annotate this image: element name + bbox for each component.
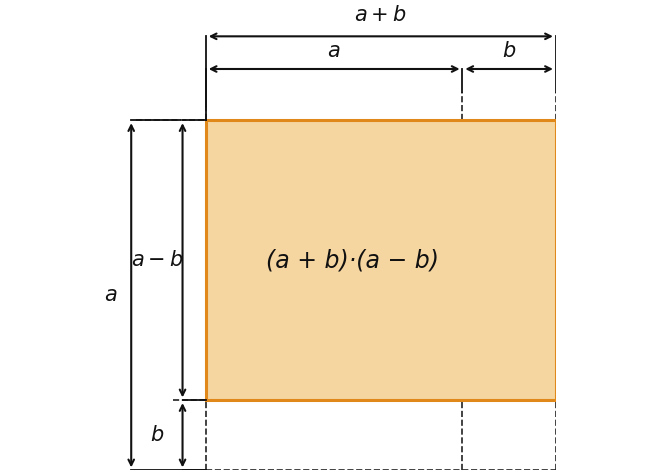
Bar — [206, 120, 556, 400]
Text: $a$: $a$ — [103, 285, 117, 305]
Text: $a - b$: $a - b$ — [130, 250, 183, 270]
Text: (a + b)·(a − b): (a + b)·(a − b) — [266, 248, 439, 272]
Text: $b$: $b$ — [502, 41, 516, 61]
Text: $a + b$: $a + b$ — [355, 5, 407, 26]
Text: $a$: $a$ — [328, 41, 341, 61]
Text: $b$: $b$ — [150, 425, 164, 445]
